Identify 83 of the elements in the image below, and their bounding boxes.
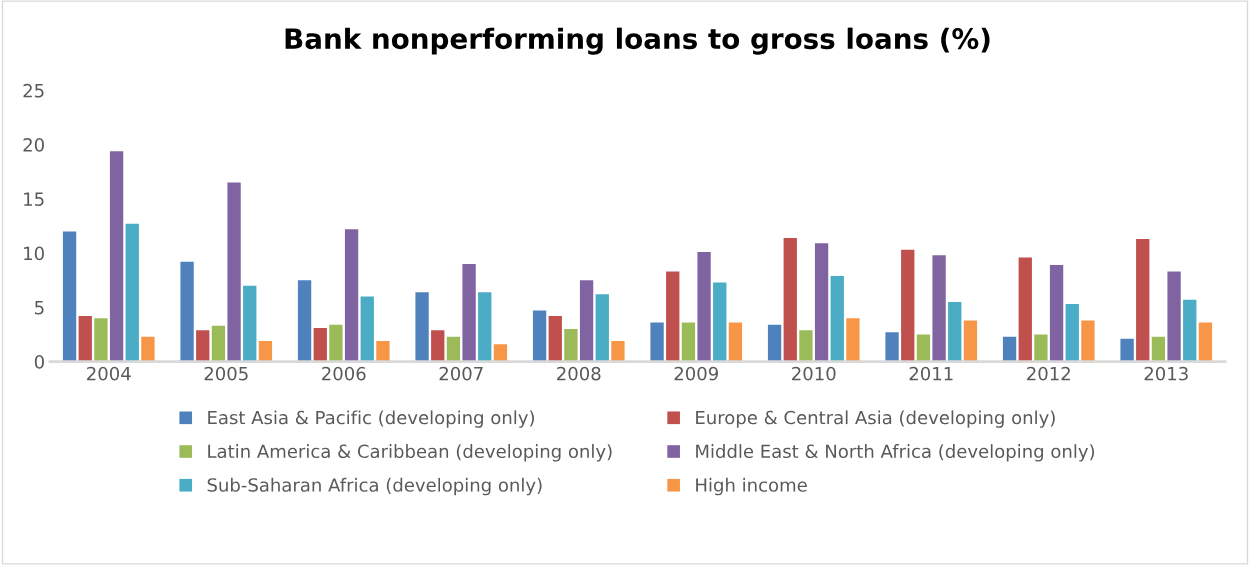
bar <box>713 282 727 362</box>
bar <box>846 318 860 362</box>
legend-label: Middle East & North Africa (developing only) <box>696 444 1095 462</box>
legend-label: High income <box>696 477 807 496</box>
bar <box>932 255 946 362</box>
y-tick-label: 0 <box>34 355 44 369</box>
bar <box>963 320 978 362</box>
bar <box>94 318 108 362</box>
bar <box>227 182 241 362</box>
legend-label: Europe & Central Asia (developing only) <box>696 410 1055 428</box>
bar <box>799 330 813 362</box>
legend-label: East Asia & Pacific (developing only) <box>208 410 534 428</box>
bar <box>1198 322 1213 362</box>
bar <box>180 261 194 362</box>
bar <box>344 229 359 362</box>
x-tick-label: 2010 <box>792 366 836 381</box>
bar <box>783 237 797 362</box>
chart-title: Bank nonperforming loans to gross loans (%) <box>285 27 990 55</box>
bar <box>548 316 562 362</box>
bar <box>579 280 594 362</box>
bar <box>1120 338 1134 362</box>
bar <box>916 334 931 362</box>
x-tick-label: 2005 <box>204 366 248 381</box>
bar <box>243 285 257 362</box>
bar <box>258 340 273 362</box>
bar <box>446 336 461 362</box>
bar <box>814 243 829 362</box>
bar <box>1034 334 1048 362</box>
bar <box>462 263 476 362</box>
bar <box>1049 265 1064 362</box>
x-tick-label: 2008 <box>557 366 601 381</box>
x-tick-label: 2006 <box>322 366 366 381</box>
y-tick-label: 25 <box>23 83 44 98</box>
bar <box>125 223 139 362</box>
bar <box>360 296 374 362</box>
bar <box>1167 271 1181 362</box>
bar <box>885 332 899 362</box>
bar <box>650 322 664 362</box>
bar <box>415 292 429 362</box>
y-tick-label: 5 <box>35 301 44 315</box>
bar <box>948 301 962 362</box>
bar <box>376 340 390 362</box>
bar <box>1136 239 1150 362</box>
bar <box>329 324 343 362</box>
bar <box>478 292 492 362</box>
bar <box>666 271 680 362</box>
x-tick-label: 2011 <box>909 366 953 381</box>
legend-label: Sub-Saharan Africa (developing only) <box>207 477 542 496</box>
bar <box>196 330 210 362</box>
bar <box>62 231 77 362</box>
bar <box>1002 336 1017 362</box>
bar <box>1018 257 1032 362</box>
y-tick-label: 20 <box>23 138 44 152</box>
bar <box>109 151 124 362</box>
bar <box>493 344 508 362</box>
bar <box>532 310 547 362</box>
bar <box>297 280 312 362</box>
bar <box>1151 336 1166 362</box>
y-tick-label: 15 <box>24 192 44 206</box>
bar <box>697 252 711 362</box>
bar <box>211 325 226 362</box>
bar <box>1183 299 1197 362</box>
bar <box>564 329 578 362</box>
bar <box>830 275 844 362</box>
bar <box>78 316 92 362</box>
x-tick-label: 2013 <box>1144 366 1188 381</box>
x-tick-label: 2012 <box>1027 366 1070 381</box>
bar <box>1065 304 1079 362</box>
bar <box>431 330 445 362</box>
bar <box>681 322 696 362</box>
y-tick-label: 10 <box>24 246 44 261</box>
bar <box>1081 320 1095 362</box>
bar <box>141 336 155 362</box>
bar <box>728 322 743 362</box>
bar <box>901 249 915 362</box>
x-tick-label: 2009 <box>674 366 718 381</box>
bar <box>313 327 327 362</box>
bar <box>595 294 609 362</box>
x-tick-label: 2007 <box>439 366 483 381</box>
x-tick-label: 2004 <box>87 366 131 381</box>
bar <box>611 340 625 362</box>
legend-label: Latin America & Caribbean (developing only) <box>208 444 612 462</box>
bar <box>767 324 782 362</box>
